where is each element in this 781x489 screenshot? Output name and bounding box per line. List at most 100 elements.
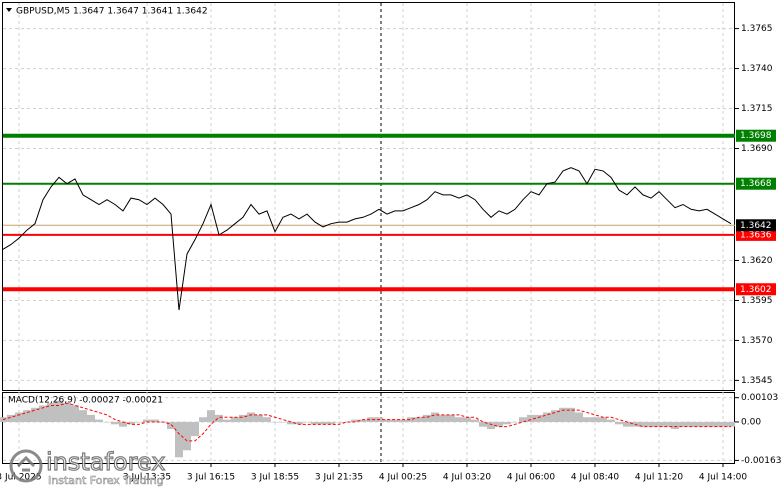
macd-bar xyxy=(199,417,207,422)
macd-bar xyxy=(119,421,127,427)
macd-bar xyxy=(687,421,695,427)
macd-bar xyxy=(239,414,247,422)
macd-bar xyxy=(183,421,191,451)
macd-bar xyxy=(703,421,711,427)
y-tick-label: 1.3690 xyxy=(741,144,773,154)
macd-bar xyxy=(383,419,391,422)
macd-bar xyxy=(567,407,575,422)
macd-bar xyxy=(415,417,423,422)
macd-bar xyxy=(111,421,119,425)
macd-bar xyxy=(551,410,559,422)
x-tick-label: 4 Jul 14:00 xyxy=(699,473,748,483)
macd-bar xyxy=(151,419,159,422)
x-tick-label: 4 Jul 06:00 xyxy=(507,473,556,483)
y-tick-label: 0.00 xyxy=(741,417,761,427)
macd-bar xyxy=(527,414,535,422)
macd-bar xyxy=(31,407,39,422)
macd-bar xyxy=(143,419,151,422)
macd-bar xyxy=(231,417,239,422)
macd-bar xyxy=(343,421,351,423)
macd-bar xyxy=(695,421,703,427)
macd-bar xyxy=(263,417,271,422)
y-tick-label: 1.3595 xyxy=(741,296,773,306)
macd-bar xyxy=(423,414,431,422)
macd-bar xyxy=(447,414,455,422)
watermark-tagline: Instant Forex Trading xyxy=(48,474,164,487)
price-line xyxy=(2,167,732,311)
panel-title: MACD(12,26,9) -0.00027 -0.00021 xyxy=(8,396,163,406)
current-price-box xyxy=(736,219,776,232)
macd-bar xyxy=(55,400,63,422)
logo-ring xyxy=(9,449,43,483)
plot-layer: 3 Jul 2025 3 Jul 13:35 3 Jul 16:15 3 Jul 18… xyxy=(0,3,781,483)
panel-title: GBPUSD,M5 1.3647 1.3647 1.3641 1.3642 xyxy=(16,7,208,17)
macd-bar xyxy=(95,419,103,422)
macd-bar xyxy=(295,421,303,425)
macd-bar xyxy=(311,421,319,425)
macd-bar xyxy=(479,421,487,427)
macd-bar xyxy=(255,414,263,422)
y-tick-label: 1.3765 xyxy=(741,24,773,34)
macd-bar xyxy=(175,421,183,458)
macd-bar xyxy=(655,421,663,427)
watermark-brand: instaforex xyxy=(46,448,166,476)
macd-panel-frame xyxy=(2,392,735,464)
macd-bar xyxy=(607,419,615,422)
macd-bar xyxy=(511,421,519,423)
symbol-icon xyxy=(6,8,12,12)
y-tick-label: 1.3740 xyxy=(741,64,773,74)
macd-bar xyxy=(23,410,31,422)
level-label-box xyxy=(736,283,776,296)
macd-bar xyxy=(103,421,111,423)
macd-bar xyxy=(519,417,527,422)
macd-bar xyxy=(39,405,47,422)
macd-bar xyxy=(647,421,655,427)
macd-bar xyxy=(63,403,71,422)
macd-bar xyxy=(431,412,439,422)
x-tick-label: 3 Jul 2025 xyxy=(0,473,42,483)
watermark-logo: instaforex Instant Forex Trading xyxy=(9,447,166,487)
macd-bar xyxy=(215,414,223,422)
macd-bar xyxy=(15,412,23,422)
y-tick-label: 1.3620 xyxy=(741,256,773,266)
macd-bar xyxy=(599,417,607,422)
level-label: 1.3636 xyxy=(740,230,772,240)
y-tick-label: 0.00103 xyxy=(741,393,778,403)
macd-bar xyxy=(399,419,407,422)
macd-bar xyxy=(471,419,479,422)
macd-bar xyxy=(663,421,671,427)
current-price-label: 1.3642 xyxy=(740,221,772,231)
macd-bar xyxy=(463,417,471,422)
macd-bar xyxy=(135,421,143,423)
y-tick-label: 1.3715 xyxy=(741,104,773,114)
macd-bar xyxy=(191,421,199,437)
macd-bar xyxy=(455,417,463,422)
level-label-box xyxy=(736,177,776,190)
macd-bar xyxy=(439,414,447,422)
macd-bar xyxy=(207,410,215,422)
macd-bar xyxy=(583,417,591,422)
level-label-box xyxy=(736,228,776,241)
macd-bar xyxy=(679,421,687,427)
price-panel-frame xyxy=(2,2,735,391)
macd-bar xyxy=(503,421,511,425)
macd-bar xyxy=(591,417,599,422)
macd-bar xyxy=(167,421,175,430)
logo-mark xyxy=(16,455,36,472)
level-label-box xyxy=(736,129,776,142)
macd-bar xyxy=(327,421,335,425)
macd-bar xyxy=(543,412,551,422)
macd-bar xyxy=(79,410,87,422)
macd-bar xyxy=(559,407,567,422)
macd-bar xyxy=(303,421,311,423)
x-tick-label: 4 Jul 08:40 xyxy=(571,473,620,483)
signal-line xyxy=(2,402,731,442)
macd-bar xyxy=(47,403,55,422)
macd-bar xyxy=(319,421,327,425)
x-tick-label: 3 Jul 16:15 xyxy=(187,473,235,483)
macd-bar xyxy=(495,421,503,427)
level-label: 1.3698 xyxy=(740,131,772,141)
macd-bar xyxy=(391,419,399,422)
